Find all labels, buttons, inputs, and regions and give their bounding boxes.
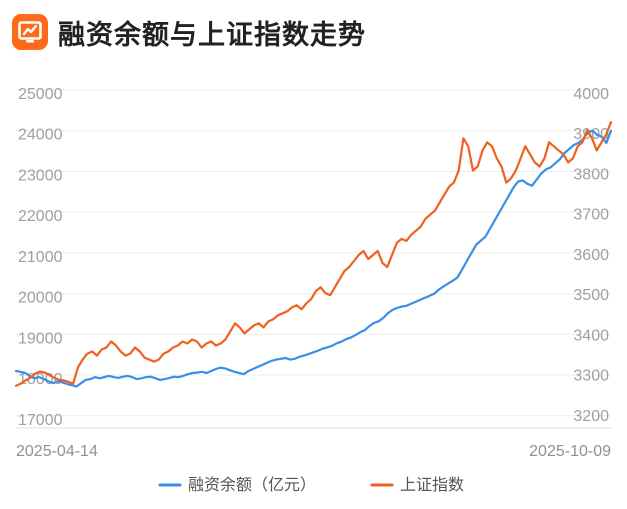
y-right-tick-label: 3200 bbox=[573, 408, 609, 425]
y-left-tick-label: 17000 bbox=[18, 412, 63, 429]
x-tick-label: 2025-04-14 bbox=[16, 443, 98, 460]
y-left-tick-label: 22000 bbox=[18, 208, 63, 225]
y-left-tick-label: 21000 bbox=[18, 249, 63, 266]
chart-screen-icon bbox=[12, 14, 48, 50]
y-right-tick-label: 3400 bbox=[573, 327, 609, 344]
y-left-tick-label: 25000 bbox=[18, 86, 63, 103]
series-line-margin-balance bbox=[14, 129, 613, 388]
y-right-tick-label: 3300 bbox=[573, 368, 609, 385]
series-line-sse-index bbox=[14, 121, 613, 387]
y-right-tick-label: 4000 bbox=[573, 86, 609, 103]
y-right-tick-label: 3800 bbox=[573, 166, 609, 183]
y-left-tick-label: 19000 bbox=[18, 330, 63, 347]
y-left-tick-label: 24000 bbox=[18, 127, 63, 144]
legend-label: 融资余额（亿元） bbox=[188, 475, 316, 494]
page-title: 融资余额与上证指数走势 bbox=[58, 19, 366, 51]
y-right-tick-label: 3700 bbox=[573, 207, 609, 224]
y-right-tick-label: 3500 bbox=[573, 287, 609, 304]
legend-label: 上证指数 bbox=[400, 475, 464, 494]
y-left-tick-label: 20000 bbox=[18, 290, 63, 307]
chart-header: 融资余额与上证指数走势 bbox=[12, 10, 366, 54]
y-right-tick-label: 3600 bbox=[573, 247, 609, 264]
y-left-tick-label: 23000 bbox=[18, 167, 63, 184]
x-tick-label: 2025-10-09 bbox=[529, 443, 611, 460]
